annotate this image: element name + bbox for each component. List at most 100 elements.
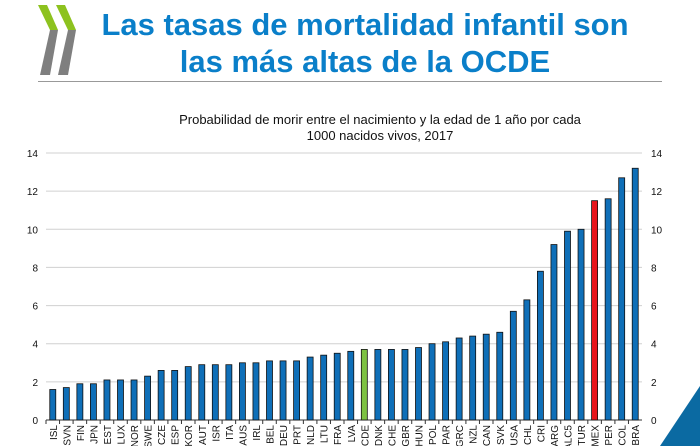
bar-per xyxy=(604,198,612,421)
x-tick-label: DNK xyxy=(374,425,385,446)
x-tick-label: GBR xyxy=(401,425,412,446)
bar-deu xyxy=(279,360,287,421)
x-tick-label: ALC5 xyxy=(564,425,575,446)
x-tick-label: LVA xyxy=(347,425,358,443)
x-tick-label: ITA xyxy=(225,425,236,440)
bar-nld xyxy=(306,356,314,421)
x-tick-label: TUR xyxy=(577,425,588,446)
y-tick-label-right: 0 xyxy=(651,416,657,427)
x-tick-label: EST xyxy=(103,425,114,444)
y-tick-label-right: 4 xyxy=(651,340,657,351)
bar-col xyxy=(618,177,626,421)
x-tick-label: ARG xyxy=(550,425,561,446)
bar-alc5 xyxy=(564,230,571,421)
bar-cri xyxy=(537,270,544,421)
title-divider xyxy=(38,81,662,82)
bar-arg xyxy=(550,244,558,421)
x-tick-label: NZL xyxy=(469,425,480,444)
oecd-logo xyxy=(38,5,76,75)
bar-svk xyxy=(496,331,504,421)
x-tick-label: ISR xyxy=(211,425,222,442)
chart-title-line-1: Probabilidad de morir entre el nacimient… xyxy=(179,112,581,127)
bar-aus xyxy=(239,362,246,421)
x-tick-label: SWE xyxy=(144,425,155,446)
y-tick-label-left: 10 xyxy=(27,225,39,236)
bar-pol xyxy=(428,343,436,421)
y-tick-label-left: 12 xyxy=(27,187,39,198)
bar-can xyxy=(482,333,490,421)
x-tick-label: SVN xyxy=(62,425,73,446)
title-line-2: las más altas de la OCDE xyxy=(179,44,551,79)
bar-ocde xyxy=(360,349,368,421)
x-tick-label: ESP xyxy=(171,425,182,445)
x-tick-label: BRA xyxy=(631,425,642,446)
y-tick-label-left: 4 xyxy=(32,340,38,351)
x-tick-label: OCDE xyxy=(360,425,371,446)
x-tick-label: FRA xyxy=(333,425,344,445)
bar-nzl xyxy=(469,335,477,421)
x-tick-label: CHL xyxy=(523,425,534,445)
bar-ltu xyxy=(320,354,328,421)
bar-svn xyxy=(62,387,70,421)
bar-che xyxy=(388,349,395,421)
chart-title: Probabilidad de morir entre el nacimient… xyxy=(100,112,660,144)
y-tick-label-left: 14 xyxy=(27,149,39,160)
bar-irl xyxy=(252,362,260,421)
x-tick-label: NLD xyxy=(306,425,317,445)
x-tick-label: DEU xyxy=(279,425,290,446)
y-tick-label-right: 12 xyxy=(651,187,663,198)
x-tick-label: CRI xyxy=(536,425,547,442)
y-tick-label-right: 6 xyxy=(651,302,657,313)
x-tick-label: PAR xyxy=(442,425,453,445)
title-line-1: Las tasas de mortalidad infantil son xyxy=(101,7,629,42)
x-tick-label: AUS xyxy=(238,425,249,446)
y-tick-label-right: 10 xyxy=(651,225,663,236)
bar-par xyxy=(442,341,449,421)
y-tick-label-right: 14 xyxy=(651,149,663,160)
bar-isr xyxy=(211,364,219,421)
bar-swe xyxy=(144,375,151,421)
bar-esp xyxy=(171,370,179,421)
bar-nor xyxy=(130,379,138,421)
chart-title-line-2: 1000 nacidos vivos, 2017 xyxy=(306,128,454,143)
bar-cze xyxy=(157,370,165,421)
bar-lva xyxy=(347,350,355,421)
x-tick-label: HUN xyxy=(415,425,426,446)
bar-fin xyxy=(76,383,84,421)
y-tick-label-left: 8 xyxy=(32,263,38,274)
bar-hun xyxy=(415,347,422,421)
corner-decoration xyxy=(660,386,700,446)
x-tick-label: JPN xyxy=(89,425,100,444)
bar-bel xyxy=(266,360,273,421)
bar-usa xyxy=(509,310,517,421)
bar-dnk xyxy=(374,349,382,421)
x-tick-label: BEL xyxy=(266,425,277,444)
x-tick-label: SVK xyxy=(496,425,507,445)
x-tick-label: PER xyxy=(604,425,615,446)
x-tick-label: MEX xyxy=(591,425,602,446)
bar-mex xyxy=(591,200,598,421)
x-tick-label: NOR xyxy=(130,425,141,446)
bar-aut xyxy=(198,364,206,421)
bar-fra xyxy=(333,352,341,421)
bar-prt xyxy=(293,360,300,421)
y-tick-label-left: 6 xyxy=(32,302,38,313)
y-tick-label-left: 2 xyxy=(32,378,38,389)
x-tick-label: FIN xyxy=(76,425,87,441)
x-tick-label: USA xyxy=(509,425,520,446)
x-tick-label: LUX xyxy=(117,425,128,445)
y-tick-label-right: 8 xyxy=(651,263,657,274)
y-tick-label-right: 2 xyxy=(651,378,657,389)
bar-grc xyxy=(455,337,463,421)
x-tick-label: KOR xyxy=(184,425,195,446)
y-tick-label-left: 0 xyxy=(32,416,38,427)
bar-ita xyxy=(225,364,233,421)
x-tick-label: PRT xyxy=(293,425,304,445)
x-tick-label: AUT xyxy=(198,425,209,445)
x-tick-label: COL xyxy=(618,425,629,446)
bar-gbr xyxy=(401,349,409,421)
x-tick-label: IRL xyxy=(252,425,263,441)
x-tick-label: POL xyxy=(428,425,439,445)
x-tick-label: CZE xyxy=(157,425,168,445)
